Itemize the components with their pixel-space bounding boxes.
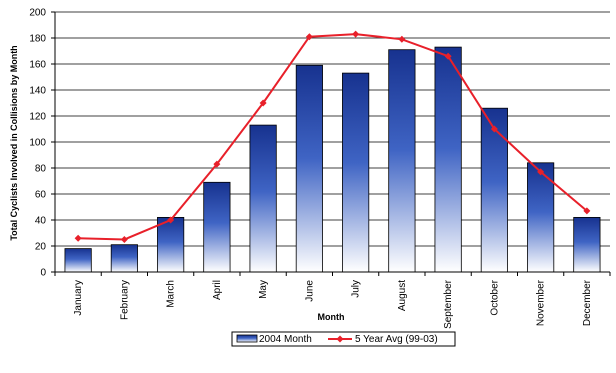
x-tick-label: November	[536, 279, 547, 326]
bar	[388, 49, 416, 273]
bar	[249, 124, 277, 273]
line-point	[490, 125, 498, 133]
x-tick-label: February	[119, 280, 130, 320]
x-axis-title: Month	[318, 312, 345, 322]
y-tick-label: 200	[29, 8, 46, 19]
legend: 2004 Month 5 Year Avg (99-03)	[231, 331, 456, 347]
y-tick-label: 40	[35, 216, 47, 227]
y-tick-label: 180	[29, 34, 46, 45]
x-tick-label: June	[304, 280, 315, 302]
bar	[573, 216, 601, 273]
y-tick-labels: 0 20 40 60 80 100 120 140 160 180 200	[29, 8, 46, 279]
x-tick-label: August	[397, 280, 408, 311]
y-tick-label: 100	[29, 138, 46, 149]
line-point	[120, 236, 128, 243]
x-tick-label: May	[258, 280, 269, 299]
y-tick-label: 160	[29, 60, 46, 71]
bar	[110, 244, 138, 273]
axes	[51, 11, 611, 276]
bar-series	[64, 46, 601, 273]
bar	[342, 72, 370, 273]
line-series	[74, 30, 591, 243]
line-point	[444, 52, 452, 60]
y-tick-label: 80	[35, 164, 47, 175]
line-point	[305, 33, 313, 41]
legend-bar-label: 2004 Month	[259, 334, 312, 345]
x-tick-label: January	[73, 280, 84, 316]
x-tick-label: July	[351, 280, 362, 298]
bar	[203, 181, 231, 273]
x-tick-label: April	[212, 280, 223, 300]
line-point	[398, 35, 406, 43]
y-axis-title: Total Cyclists Involved in Collisions by…	[9, 45, 19, 240]
bar	[157, 216, 185, 273]
bar	[527, 162, 555, 273]
bar	[434, 46, 462, 273]
line-point	[167, 216, 175, 224]
x-tick-label: October	[489, 279, 500, 315]
legend-line-label: 5 Year Avg (99-03)	[355, 334, 438, 345]
x-tick-label: December	[582, 279, 593, 326]
bar	[64, 248, 92, 273]
y-tick-label: 120	[29, 112, 46, 123]
x-tick-label: September	[443, 279, 454, 329]
line-point	[259, 99, 267, 107]
y-tick-label: 60	[35, 190, 47, 201]
y-tick-label: 0	[40, 268, 46, 279]
line-point	[352, 30, 360, 38]
line-point	[213, 160, 221, 168]
bar	[295, 64, 323, 273]
y-tick-label: 20	[35, 242, 47, 253]
line-point	[583, 207, 591, 215]
x-tick-labels: January February March April May June July Augu…	[73, 279, 593, 329]
legend-line-marker	[336, 335, 344, 343]
grid-lines	[55, 11, 610, 247]
bar	[480, 107, 508, 273]
avg-line	[78, 33, 588, 241]
line-point	[537, 168, 545, 176]
line-point	[74, 234, 82, 242]
y-tick-label: 140	[29, 86, 46, 97]
x-tick-label: March	[166, 280, 177, 308]
legend-bar-swatch	[236, 334, 258, 343]
